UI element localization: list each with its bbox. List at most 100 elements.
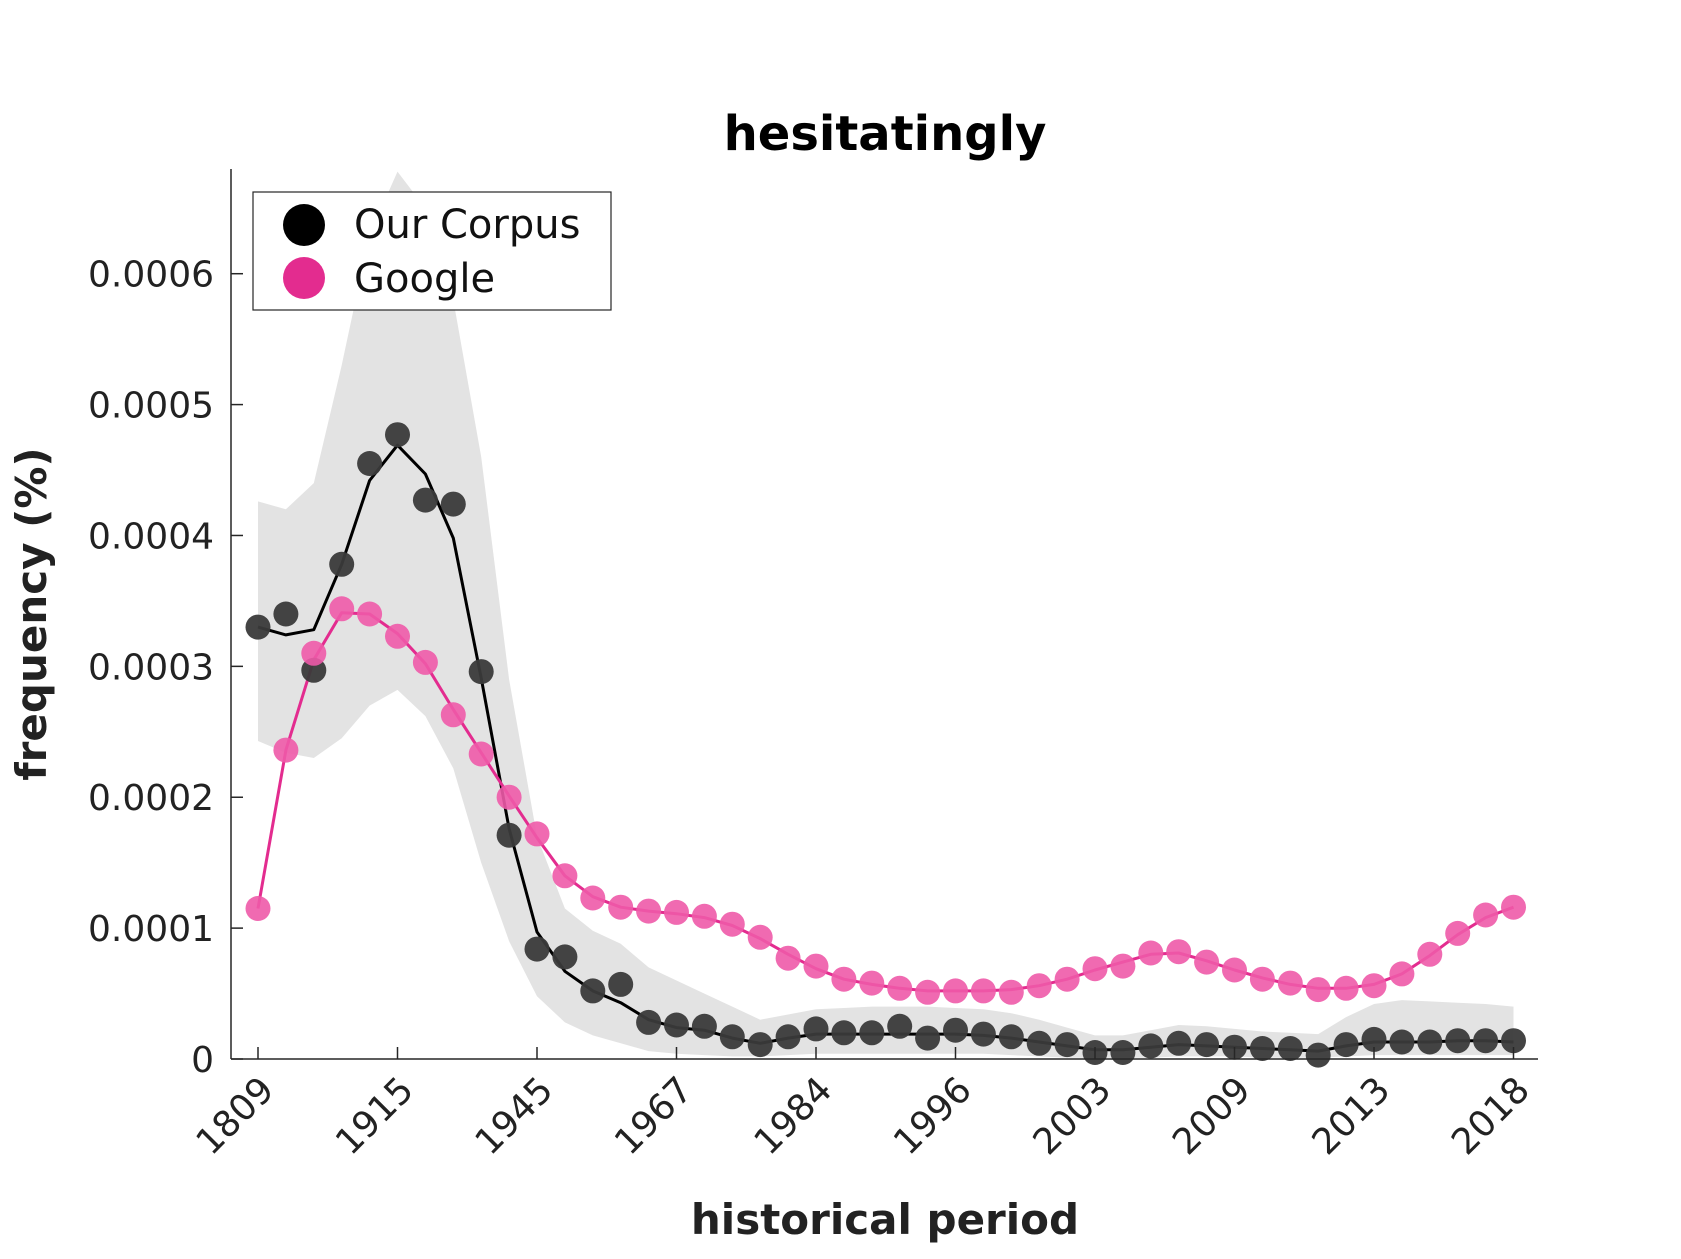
data-point-our-corpus: [719, 1024, 745, 1050]
data-point-google: [1473, 902, 1499, 928]
data-point-our-corpus: [1501, 1028, 1526, 1054]
y-tick-label: 0.0001: [88, 909, 214, 950]
legend-label-our-corpus: Our Corpus: [354, 202, 580, 248]
y-ticks: 0 0.0001 0.0002 0.0003 0.0004 0.0005 0.0006: [88, 255, 243, 1081]
data-point-google: [915, 979, 941, 1005]
series-line-google: [256, 611, 1515, 993]
x-tick-label: 1967: [607, 1069, 701, 1163]
data-point-google: [468, 741, 494, 767]
data-point-our-corpus: [998, 1024, 1024, 1050]
data-point-google: [580, 885, 606, 911]
y-tick-label: 0.0006: [88, 255, 214, 296]
data-point-our-corpus: [803, 1016, 829, 1042]
x-tick-label: 2009: [1165, 1069, 1259, 1163]
data-point-google: [524, 821, 550, 847]
x-tick-label: 1996: [886, 1069, 980, 1163]
legend: Our Corpus Google: [252, 191, 612, 311]
data-point-google: [1166, 939, 1192, 965]
data-point-google: [1082, 956, 1108, 982]
data-point-our-corpus: [775, 1024, 801, 1050]
data-point-google: [803, 953, 829, 979]
data-point-our-corpus: [1389, 1029, 1415, 1055]
data-point-our-corpus: [1277, 1036, 1303, 1061]
smoothed-lines-layer: [256, 443, 1515, 1053]
data-point-google: [943, 978, 968, 1004]
data-point-google: [301, 640, 327, 666]
x-tick-label: 1915: [328, 1069, 422, 1163]
y-tick-label: 0.0002: [88, 778, 214, 819]
data-point-our-corpus: [970, 1021, 996, 1047]
data-point-google: [1110, 953, 1136, 979]
data-point-our-corpus: [859, 1020, 885, 1046]
data-point-our-corpus: [412, 487, 438, 513]
data-point-our-corpus: [1305, 1042, 1331, 1068]
data-point-google: [385, 623, 410, 649]
x-tick-label: 1984: [747, 1069, 841, 1163]
x-tick-label: 1945: [468, 1069, 562, 1163]
legend-marker-our-corpus: [283, 204, 325, 246]
data-point-our-corpus: [915, 1025, 941, 1051]
data-point-google: [636, 898, 662, 924]
data-point-google: [775, 945, 801, 971]
y-tick-label: 0.0004: [88, 516, 214, 557]
data-point-our-corpus: [747, 1032, 773, 1058]
data-point-google: [831, 966, 857, 992]
data-point-google: [747, 924, 773, 950]
legend-marker-google: [283, 257, 325, 299]
data-point-our-corpus: [357, 451, 383, 476]
x-tick-label: 2003: [1026, 1069, 1120, 1163]
data-point-our-corpus: [691, 1013, 717, 1039]
y-tick-label: 0: [191, 1040, 214, 1081]
data-point-our-corpus: [468, 659, 494, 685]
data-point-our-corpus: [1138, 1033, 1164, 1059]
data-point-google: [440, 702, 466, 728]
data-point-google: [1277, 970, 1303, 996]
data-point-google: [1445, 920, 1471, 946]
data-point-google: [859, 970, 885, 996]
data-points-layer: [245, 422, 1526, 1068]
data-point-our-corpus: [1166, 1030, 1192, 1056]
data-point-our-corpus: [1054, 1032, 1080, 1058]
data-point-our-corpus: [887, 1013, 913, 1039]
data-point-our-corpus: [385, 422, 410, 448]
data-point-google: [329, 596, 355, 622]
data-point-our-corpus: [831, 1020, 857, 1046]
data-point-google: [273, 737, 299, 763]
data-point-our-corpus: [1194, 1032, 1220, 1058]
data-point-google: [552, 863, 578, 889]
data-point-our-corpus: [1249, 1036, 1275, 1061]
data-point-our-corpus: [1445, 1028, 1471, 1054]
data-point-our-corpus: [1417, 1029, 1443, 1055]
data-point-google: [357, 601, 383, 627]
data-point-google: [1222, 957, 1247, 983]
data-point-google: [245, 896, 271, 921]
chart-title: hesitatingly: [724, 106, 1047, 162]
y-axis-label: frequency (%): [7, 447, 56, 780]
data-point-our-corpus: [664, 1012, 689, 1038]
data-point-our-corpus: [636, 1009, 662, 1035]
data-point-our-corpus: [440, 491, 466, 517]
data-point-our-corpus: [1473, 1028, 1499, 1054]
data-point-our-corpus: [1361, 1026, 1387, 1052]
x-axis-label: historical period: [691, 1195, 1079, 1244]
data-point-our-corpus: [273, 601, 299, 627]
data-point-google: [412, 649, 438, 675]
data-point-google: [1417, 941, 1443, 967]
data-point-our-corpus: [552, 944, 578, 970]
data-point-google: [608, 894, 634, 920]
data-point-our-corpus: [1333, 1032, 1359, 1058]
legend-label-google: Google: [354, 256, 495, 302]
data-point-google: [1138, 940, 1164, 966]
data-point-our-corpus: [1026, 1030, 1052, 1056]
data-point-google: [496, 784, 522, 810]
data-point-google: [1501, 894, 1526, 920]
data-point-our-corpus: [496, 822, 522, 848]
x-tick-label: 2013: [1305, 1069, 1399, 1163]
series-line-our-corpus: [257, 443, 1514, 1053]
x-tick-label: 2018: [1444, 1069, 1538, 1163]
data-point-google: [1333, 975, 1359, 1001]
y-tick-label: 0.0005: [88, 386, 214, 427]
data-point-google: [664, 899, 689, 925]
data-point-google: [998, 979, 1024, 1005]
